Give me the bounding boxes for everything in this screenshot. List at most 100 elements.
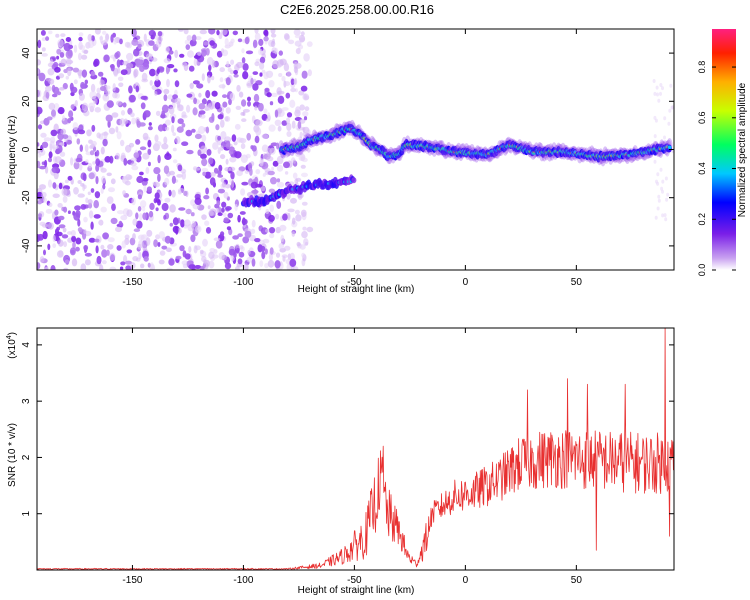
spectrogram-noise-point: [289, 258, 297, 267]
spectrogram-noise-point: [148, 126, 153, 131]
spectrogram-noise-point: [77, 218, 81, 227]
spectrogram-noise-point: [209, 177, 216, 186]
spectrogram-noise-point: [102, 138, 108, 147]
spectrogram-noise-point: [96, 132, 101, 139]
spectrogram-noise-point: [663, 213, 667, 218]
spectrogram-noise-point: [179, 53, 185, 58]
spectrogram-noise-point: [51, 166, 59, 173]
spectrogram-noise-point: [667, 121, 671, 126]
spectrogram-y-ticks: -40 -20 0 20 40: [21, 47, 674, 253]
spectrogram-noise-point: [266, 92, 272, 98]
spectrogram-noise-point: [54, 66, 61, 73]
spectrogram-noise-point: [182, 250, 187, 258]
spectrogram-noise-point: [56, 231, 63, 237]
spectrogram-noise-point: [281, 120, 288, 126]
spectrogram-noise-point: [286, 122, 292, 132]
spectrogram-noise-point: [232, 235, 240, 240]
spectrogram-noise-point: [270, 29, 276, 35]
spectrogram-noise-point: [307, 69, 312, 77]
spectrogram-noise-point: [84, 79, 89, 85]
spectrogram-noise-point: [295, 177, 302, 182]
colorbar-tick-label: 0.4: [697, 162, 707, 175]
spectrogram-noise-point: [90, 221, 94, 230]
spectrogram-noise-point: [223, 217, 230, 223]
spectrogram-noise-point: [171, 189, 176, 198]
spectrogram-noise-point: [135, 220, 143, 229]
spectrogram-noise-point: [78, 92, 85, 101]
spectrogram-noise-point: [113, 72, 118, 77]
spectrogram-noise-point: [163, 88, 170, 95]
spectrogram-noise-point: [666, 192, 670, 197]
spectrogram-noise-point: [164, 177, 170, 186]
spectrogram-noise-point: [299, 244, 306, 250]
spectrogram-noise-point: [230, 59, 235, 65]
spectrogram-noise-point: [133, 48, 140, 57]
spectrogram-noise-point: [101, 175, 106, 184]
spectrogram-noise-point: [270, 177, 277, 185]
spectrogram-noise-point: [55, 33, 60, 38]
spectrogram-noise-point: [176, 174, 183, 178]
spectrogram-noise-point: [262, 173, 266, 177]
spectrogram-noise-point: [208, 210, 214, 217]
spectrogram-noise-point: [76, 138, 81, 145]
spectrogram-noise-point: [231, 180, 235, 189]
spectrogram-noise-point: [84, 259, 91, 266]
spectrogram-noise-point: [166, 267, 173, 270]
spectrogram-noise-point: [78, 36, 83, 42]
spectrogram-noise-point: [302, 111, 309, 117]
spectrogram-noise-point: [118, 82, 124, 88]
spectrogram-noise-point: [246, 132, 251, 141]
spectrogram-noise-point: [122, 102, 127, 108]
spectrogram-noise-point: [277, 95, 285, 105]
spectrogram-noise-point: [74, 100, 78, 107]
spectrogram-noise-point: [126, 62, 134, 69]
spectrogram-noise-point: [290, 87, 296, 93]
spectrogram-noise-point: [260, 227, 268, 235]
spectrogram-noise-point: [226, 226, 232, 231]
spectrogram-noise-point: [49, 140, 55, 149]
spectrogram-noise-point: [208, 251, 215, 259]
spectrogram-noise-point: [297, 120, 302, 129]
spectrogram-noise-point: [294, 40, 302, 47]
spectrogram-noise-point: [152, 31, 156, 37]
spectrogram-noise-point: [124, 41, 131, 48]
spectrogram-noise-point: [214, 102, 221, 110]
spectrogram-noise-point: [230, 38, 235, 44]
spectrogram-noise-point: [264, 263, 269, 269]
spectrogram-noise-point: [232, 30, 238, 36]
spectrogram-noise-point: [37, 39, 42, 49]
spectrogram-noise-point: [87, 33, 93, 42]
spectrogram-noise-point: [258, 38, 264, 47]
spectrogram-noise-point: [84, 144, 89, 153]
spectrogram-noise-point: [165, 46, 170, 53]
spectrogram-noise-point: [192, 203, 200, 210]
spectrogram-noise-point: [142, 212, 147, 220]
spectrogram-noise-point: [168, 50, 174, 55]
spectrogram-noise-point: [268, 124, 276, 132]
spectrogram-noise-point: [249, 167, 253, 176]
spectrogram-noise-point: [37, 68, 40, 75]
spectrogram-y-tick-label: 0: [21, 146, 32, 152]
spectrogram-noise-point: [205, 90, 211, 99]
spectrogram-noise-point: [163, 58, 171, 64]
spectrogram-noise-point: [258, 48, 263, 56]
spectrogram-noise-point: [296, 241, 301, 247]
spectrogram-noise-point: [225, 206, 232, 211]
spectrogram-noise-point: [190, 234, 196, 243]
spectrogram-noise-point: [43, 137, 51, 142]
spectrogram-noise-point: [95, 158, 101, 166]
spectrogram-noise-point: [241, 118, 247, 122]
spectrogram-noise-point: [61, 188, 68, 197]
spectrogram-noise-point: [81, 54, 88, 60]
spectrogram-noise-point: [83, 109, 90, 117]
spectrogram-noise-point: [658, 152, 662, 157]
spectrogram-noise-point: [275, 213, 280, 220]
spectrogram-noise-point: [259, 260, 264, 267]
spectrogram-noise-point: [178, 29, 184, 32]
spectrogram-noise-point: [298, 154, 306, 162]
spectrogram-noise-point: [295, 106, 301, 114]
spectrogram-noise-point: [659, 83, 663, 87]
spectrogram-noise-point: [211, 90, 218, 97]
spectrogram-noise-point: [172, 132, 176, 137]
spectrogram-noise-point: [233, 70, 239, 75]
